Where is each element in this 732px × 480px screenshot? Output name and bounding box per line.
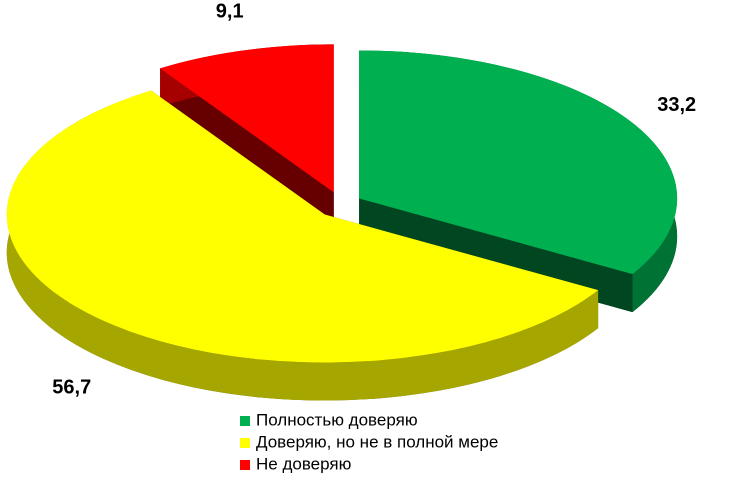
legend-label: Полностью доверяю <box>256 410 418 429</box>
legend-label: Доверяю, но не в полной мере <box>256 432 498 451</box>
value-label: 33,2 <box>657 94 696 116</box>
slice <box>359 50 678 275</box>
slice <box>160 44 334 193</box>
slice <box>6 90 599 363</box>
value-label: 56,7 <box>52 376 91 398</box>
value-label: 9,1 <box>216 0 244 22</box>
legend-swatch <box>240 460 250 470</box>
slice-side <box>160 68 334 231</box>
legend-swatch <box>240 416 250 426</box>
legend-swatch <box>240 438 250 448</box>
legend-label: Не доверяю <box>256 454 352 473</box>
